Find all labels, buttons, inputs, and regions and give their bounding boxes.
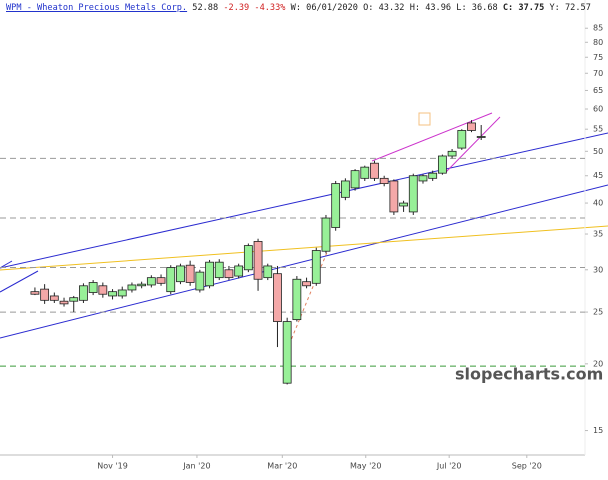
trend-line [371,112,493,162]
candle-body [127,284,137,291]
candle-body [321,217,331,252]
y-tick-label: 65 [593,86,603,95]
candle-body [399,202,408,207]
close-label: C: [502,3,514,13]
x-tick-label: Nov '19 [97,462,128,471]
y-tick-label: 75 [593,53,603,62]
trend-line [0,132,608,269]
candle-body [214,261,224,279]
candle-body [282,321,292,384]
last-price: 52.88 [192,3,219,13]
candle-body [437,155,447,174]
candle-body [292,278,302,321]
candle-body [146,277,156,286]
candle-body [185,264,195,283]
y-tick-label: 50 [593,147,603,156]
x-tick-label: Jul '20 [436,462,462,471]
candle-body [69,297,79,302]
candle-body [360,166,370,179]
candle-body [253,241,263,280]
candle-body [476,136,486,138]
candle-body [40,288,50,301]
y-tick-label: 45 [593,171,603,180]
x-tick-label: May '20 [350,462,381,471]
trend-line [0,225,608,271]
candle-body [224,269,234,279]
y-tick-label: 15 [593,426,603,435]
trend-line [0,260,13,269]
candle-body [379,177,389,185]
candle-body [117,289,127,297]
candle-body [457,130,467,149]
y-tick-label: 25 [593,308,603,317]
candle-body [263,265,273,279]
x-tick-label: Jan '20 [182,462,210,471]
candle-body [302,281,311,287]
x-tick-label: Mar '20 [267,462,297,471]
y-tick-label: 55 [593,125,603,134]
annotation-box [418,112,431,126]
candle-body [49,295,59,301]
candle-body [243,245,253,271]
trend-line [444,116,501,174]
candle-body [350,170,360,189]
watermark: slopecharts.com [455,365,603,384]
candle-body [166,267,176,293]
candle-body [389,180,399,213]
candle-body [311,250,321,284]
symbol-title: WPM - Wheaton Precious Metals Corp. [6,3,188,13]
candle-body [195,271,205,291]
candle-body [30,291,40,295]
y-tick-label: 70 [593,69,603,78]
candle-body [370,162,379,179]
candle-body [79,285,88,301]
y-tick-label: 30 [593,265,603,274]
candle-body [447,150,457,157]
candle-body [340,180,350,198]
candle-body [408,175,418,213]
x-tick-label: Sep '20 [512,462,542,471]
y-tick-label: 35 [593,230,603,239]
y-tick-label: 20 [593,359,603,368]
change: -2.39 [223,3,250,13]
y-tick-label: 60 [593,105,603,114]
close: 37.75 [518,3,545,13]
year: Y: 72.57 [549,3,591,13]
candle-body [234,265,244,277]
candle-body [273,273,282,322]
candle-body [108,291,117,297]
trend-line [0,270,39,293]
candle-body [137,283,147,287]
header: WPM - Wheaton Precious Metals Corp. 52.8… [6,3,591,13]
y-tick-label: 80 [593,38,603,47]
open: O: 43.32 [363,3,405,13]
candle-body [428,172,438,179]
y-tick-label: 85 [593,24,603,33]
candle-body [467,122,476,131]
candle-body [156,277,166,284]
candle-body [331,183,341,228]
trend-line [0,184,608,339]
week: W: 06/01/2020 [290,3,358,13]
candle-body [88,282,98,293]
candle-body [205,261,214,287]
trend-line [286,244,331,351]
candle-body [98,285,108,295]
y-tick-label: 40 [593,199,603,208]
candle-body [176,265,185,283]
low: L: 36.68 [456,3,498,13]
high: H: 43.96 [409,3,452,13]
candle-body [59,300,69,305]
change-pct: -4.33% [254,3,286,13]
candle-body [418,175,428,182]
